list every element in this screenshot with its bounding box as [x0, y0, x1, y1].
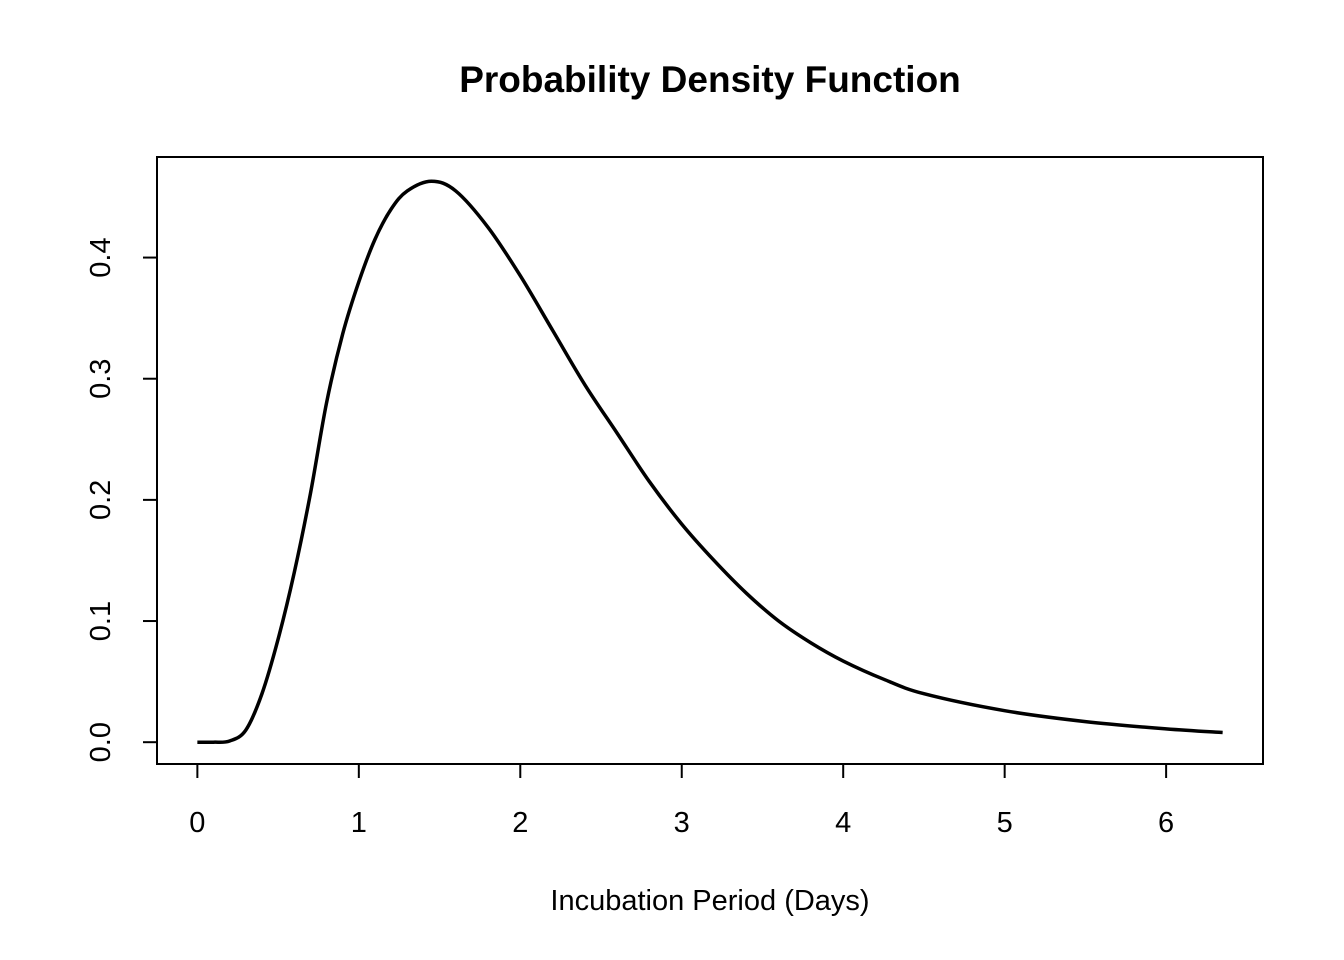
y-tick-label: 0.0 [85, 722, 117, 762]
x-tick-label: 6 [1158, 807, 1174, 839]
y-tick-label: 0.3 [85, 359, 117, 399]
y-tick-label: 0.2 [85, 480, 117, 520]
x-axis: 0 1 2 3 4 5 6 [189, 763, 1174, 839]
x-tick-label: 3 [674, 807, 690, 839]
plot-frame [156, 156, 1264, 765]
chart-title: Probability Density Function [459, 59, 961, 100]
y-axis: 0.0 0.1 0.2 0.3 0.4 [85, 237, 158, 762]
x-tick-label: 0 [189, 807, 205, 839]
x-tick-label: 1 [351, 807, 367, 839]
x-tick-label: 5 [997, 807, 1013, 839]
y-tick-label: 0.1 [85, 601, 117, 641]
y-tick-label: 0.4 [85, 237, 117, 277]
x-tick-label: 4 [835, 807, 851, 839]
x-axis-label: Incubation Period (Days) [550, 885, 869, 917]
x-tick-label: 2 [512, 807, 528, 839]
density-curve [197, 179, 1223, 745]
